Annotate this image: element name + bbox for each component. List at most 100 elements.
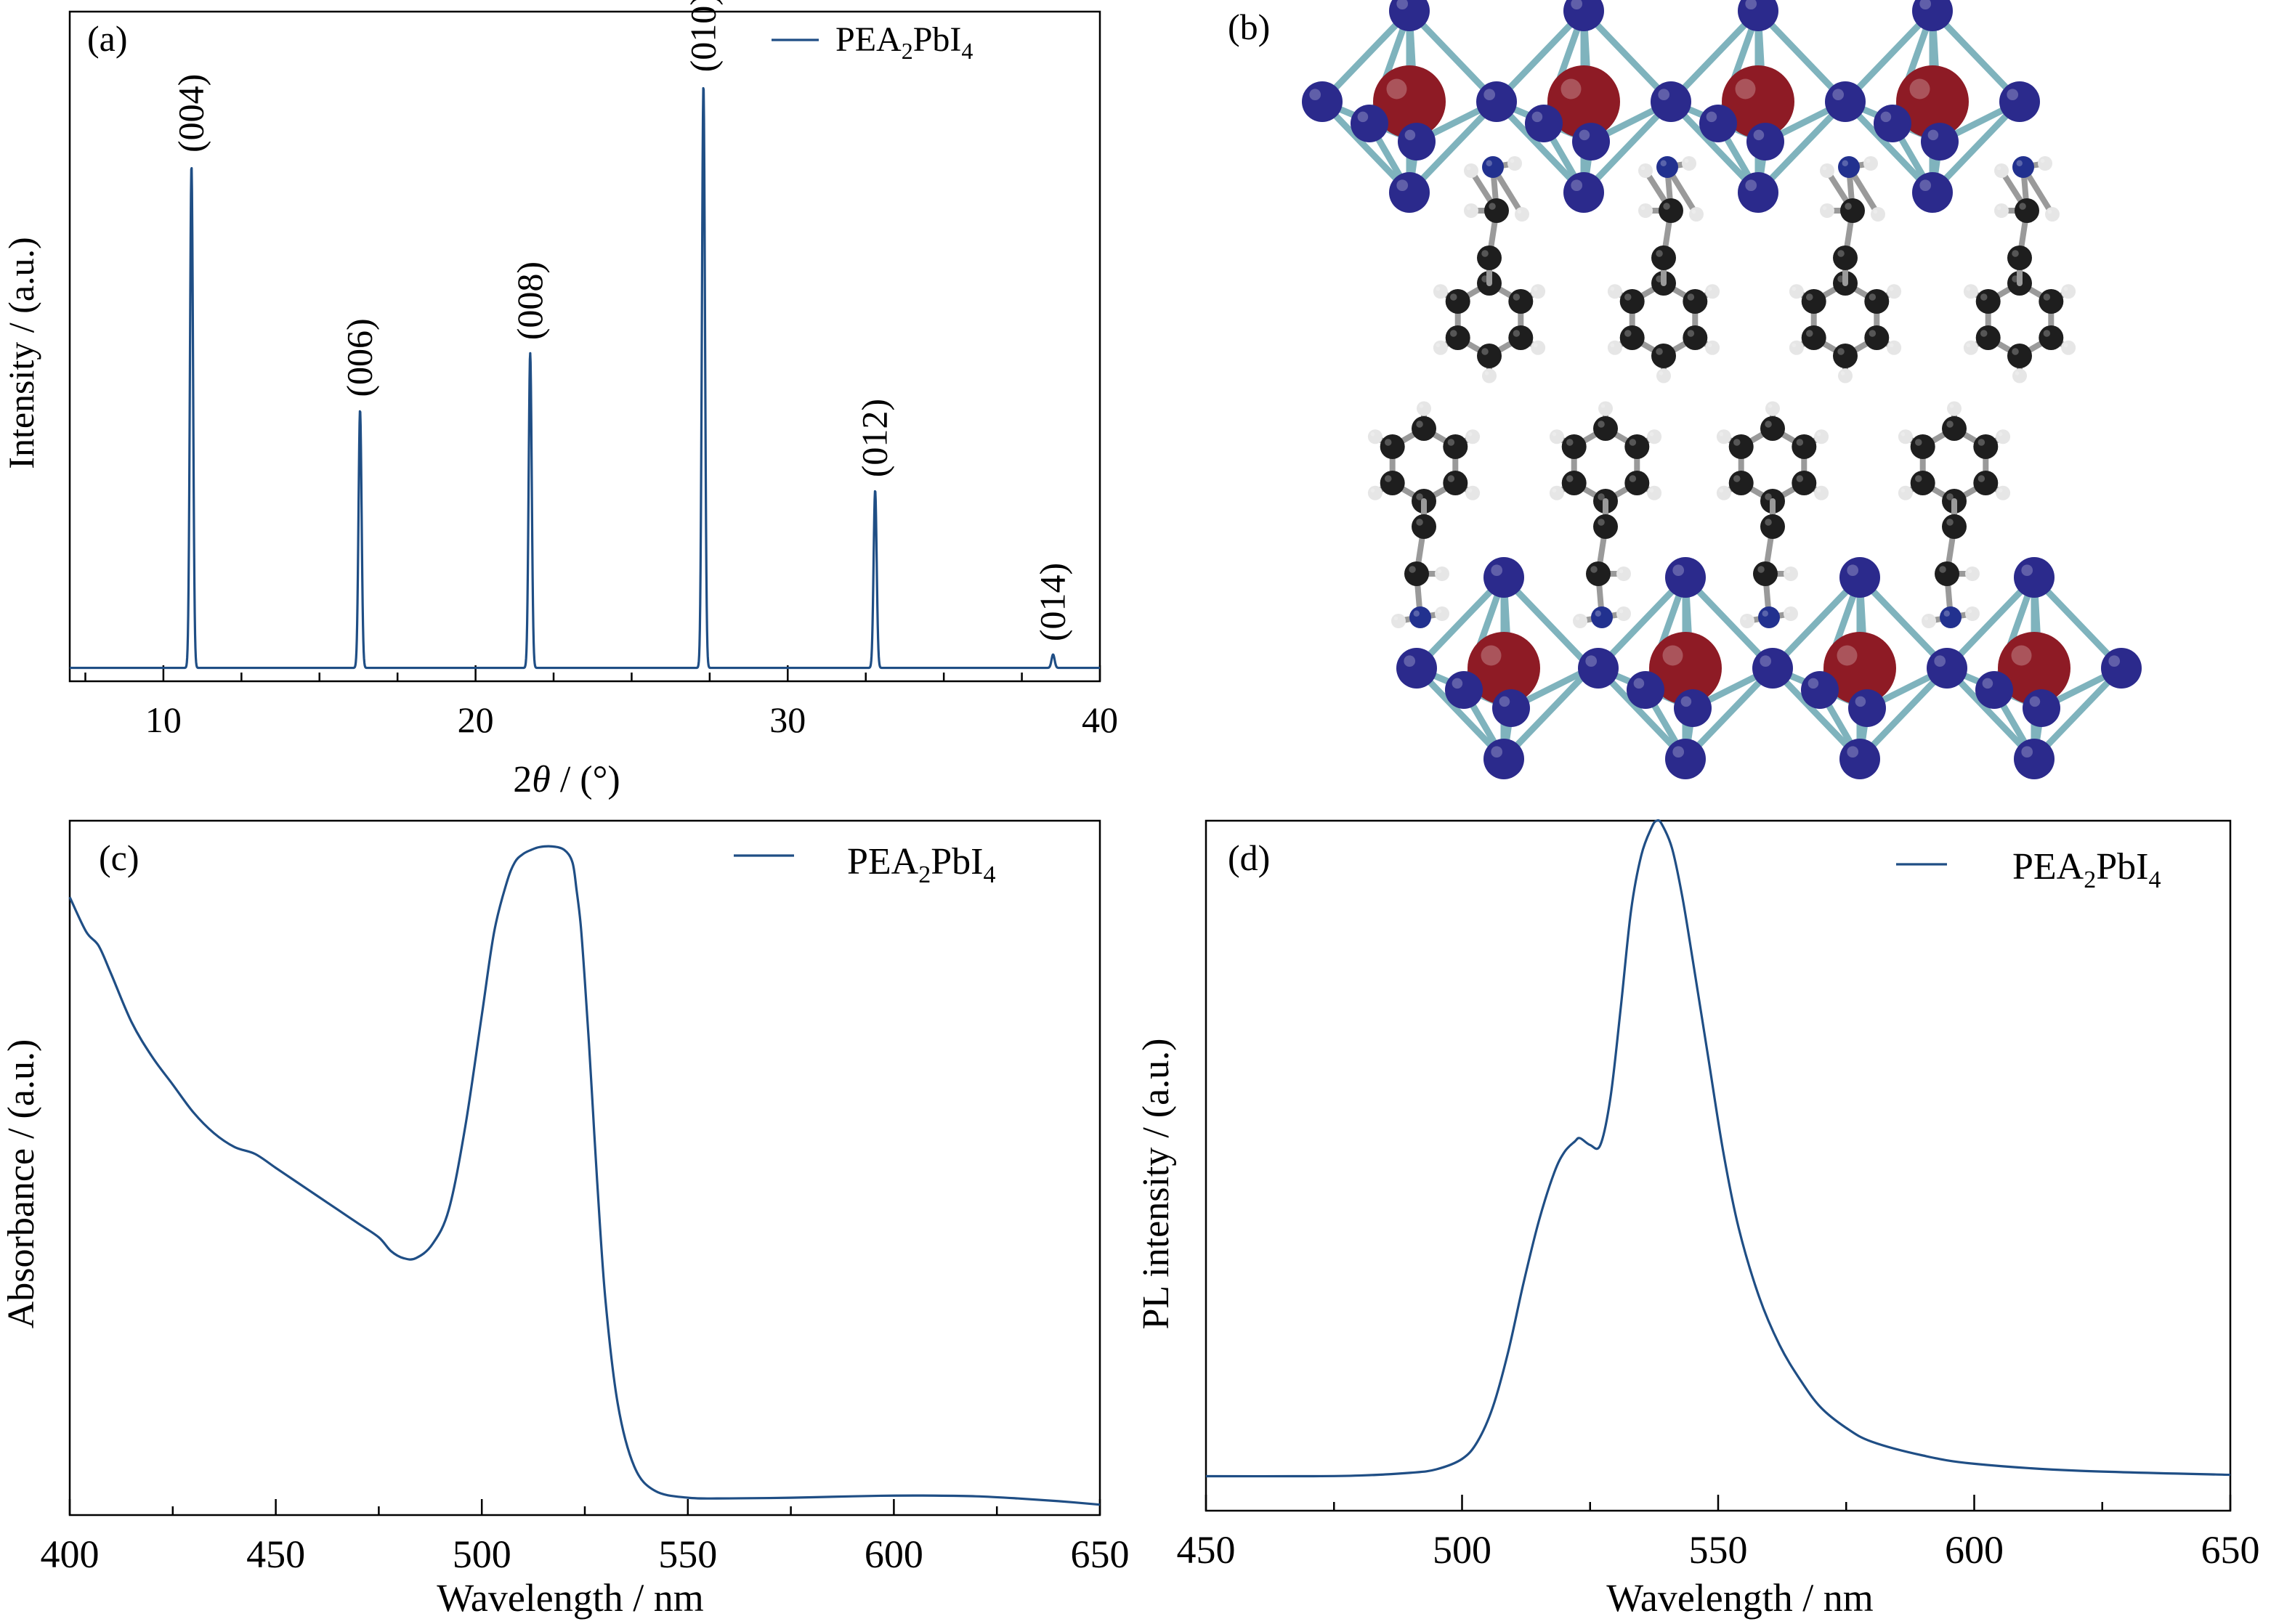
iodide-atom-highlight	[1579, 129, 1590, 141]
hydrogen-atom	[1740, 614, 1754, 628]
panel-d-x-axis-label: Wavelength / nm	[1606, 1576, 1874, 1620]
nitrogen-atom-highlight	[1943, 610, 1950, 617]
hydrogen-atom-highlight	[1889, 343, 1894, 348]
iodide-atom-highlight	[1658, 89, 1670, 101]
iodide-atom-highlight	[1680, 696, 1692, 707]
hydrogen-atom-highlight	[1619, 609, 1624, 614]
x-tick-label: 600	[1945, 1528, 2004, 1572]
hydrogen-atom-highlight	[1575, 616, 1580, 621]
carbon-atom-highlight	[1733, 439, 1741, 446]
carbon-atom	[1864, 325, 1890, 350]
hydrogen-atom	[2038, 156, 2052, 171]
carbon-atom-highlight	[1481, 348, 1489, 355]
bond	[1406, 7, 1500, 105]
hydrogen-atom	[1765, 401, 1780, 416]
panel-a-x-axis-label: 2θ / (°)	[513, 759, 620, 800]
carbon-atom-highlight	[1447, 439, 1455, 446]
hydrogen-atom-highlight	[1996, 206, 2001, 211]
hydrogen-atom-highlight	[1640, 206, 1645, 211]
hydrogen-atom	[1647, 485, 1662, 500]
carbon-atom	[1412, 416, 1436, 441]
nitrogen-atom	[1591, 606, 1613, 628]
panel-c-label: (c)	[99, 837, 139, 878]
hydrogen-atom	[1435, 606, 1449, 621]
nitrogen-atom	[1482, 156, 1504, 178]
x-tick-label: 500	[1433, 1528, 1491, 1572]
hydrogen-atom	[1607, 340, 1622, 355]
bond	[1413, 574, 1507, 672]
carbon-atom-highlight	[1914, 439, 1922, 446]
carbon-atom-highlight	[1765, 519, 1772, 526]
iodide-atom-highlight	[1585, 655, 1598, 667]
hydrogen-atom-highlight	[1640, 166, 1645, 171]
hydrogen-atom-highlight	[1967, 609, 1972, 614]
hydrogen-atom-highlight	[1552, 488, 1557, 493]
panel-a-xrd-chart: 10 20 30 40 (004)(006)(008)(010)(012)(014) …	[1, 0, 1118, 800]
carbon-atom-highlight	[1977, 475, 1985, 482]
iodide-atom-highlight	[1531, 111, 1543, 123]
nitrogen-atom-highlight	[2016, 160, 2023, 166]
bond	[1929, 98, 2023, 196]
panel-c-x-ticks	[68, 1499, 1101, 1515]
nitrogen-atom	[1940, 606, 1962, 628]
hydrogen-atom-highlight	[1436, 343, 1441, 348]
hydrogen-atom-highlight	[1866, 158, 1871, 163]
iodide-atom-highlight	[1672, 564, 1685, 577]
x-tick-label: 10	[145, 699, 182, 740]
carbon-atom-highlight	[1946, 493, 1954, 500]
hydrogen-atom-highlight	[1792, 286, 1797, 291]
hydrogen-atom	[1464, 163, 1478, 178]
panel-d-label: (d)	[1228, 837, 1270, 878]
carbon-atom	[1593, 416, 1618, 441]
bond	[1856, 574, 1951, 672]
carbon-atom	[1975, 325, 2001, 350]
hydrogen-atom-highlight	[1610, 343, 1615, 348]
carbon-atom	[1753, 561, 1778, 586]
bond	[1500, 574, 1595, 672]
carbon-atom	[1910, 471, 1935, 495]
carbon-atom-highlight	[1449, 293, 1457, 301]
carbon-atom	[1792, 434, 1817, 459]
carbon-atom	[1864, 289, 1890, 314]
iodide-atom	[1398, 123, 1436, 161]
carbon-atom-highlight	[1590, 566, 1598, 573]
hydrogen-atom	[2045, 207, 2060, 222]
hydrogen-atom-highlight	[1600, 404, 1606, 408]
iodide-atom	[1389, 172, 1430, 213]
iodide-atom-highlight	[1491, 746, 1503, 758]
iodide-atom-highlight	[2108, 655, 2121, 667]
lead-atom-highlight	[1909, 78, 1930, 100]
bond	[1769, 574, 1863, 672]
iodide-atom-highlight	[1753, 129, 1765, 141]
hydrogen-atom	[1994, 203, 2009, 218]
hydrogen-atom	[1814, 485, 1829, 500]
carbon-atom-highlight	[1687, 330, 1695, 337]
hydrogen-atom	[1433, 284, 1448, 299]
hydrogen-atom-highlight	[1437, 569, 1442, 574]
iodide-atom	[1476, 81, 1517, 122]
bond	[1595, 665, 1689, 763]
hydrogen-atom	[1531, 340, 1546, 355]
carbon-atom	[1801, 325, 1826, 350]
iodide-atom-highlight	[1357, 111, 1369, 123]
bond	[1856, 665, 1951, 763]
carbon-atom	[2007, 344, 2032, 368]
iodide-atom-highlight	[1808, 678, 1819, 689]
iodide-atom-highlight	[1404, 655, 1416, 667]
panel-d-legend-label: PEA2PbI4	[2012, 846, 2161, 893]
iodide-atom-highlight	[1745, 0, 1757, 10]
iodide-atom	[1999, 81, 2040, 122]
panel-c-y-axis-label: Absorbance / (a.u.)	[1, 1039, 42, 1329]
carbon-atom	[2015, 198, 2039, 223]
carbon-atom-highlight	[1805, 330, 1813, 337]
hydrogen-atom	[1391, 614, 1406, 628]
iodide-atom	[1921, 123, 1959, 161]
iodide-atom-highlight	[1499, 696, 1510, 707]
hydrogen-atom-highlight	[1649, 431, 1654, 437]
hydrogen-atom-highlight	[1552, 431, 1557, 437]
carbon-atom	[1624, 434, 1650, 459]
panel-a-x-tick-labels: 10 20 30 40	[145, 699, 1118, 740]
carbon-atom	[1801, 289, 1826, 314]
carbon-atom-highlight	[1946, 421, 1954, 428]
